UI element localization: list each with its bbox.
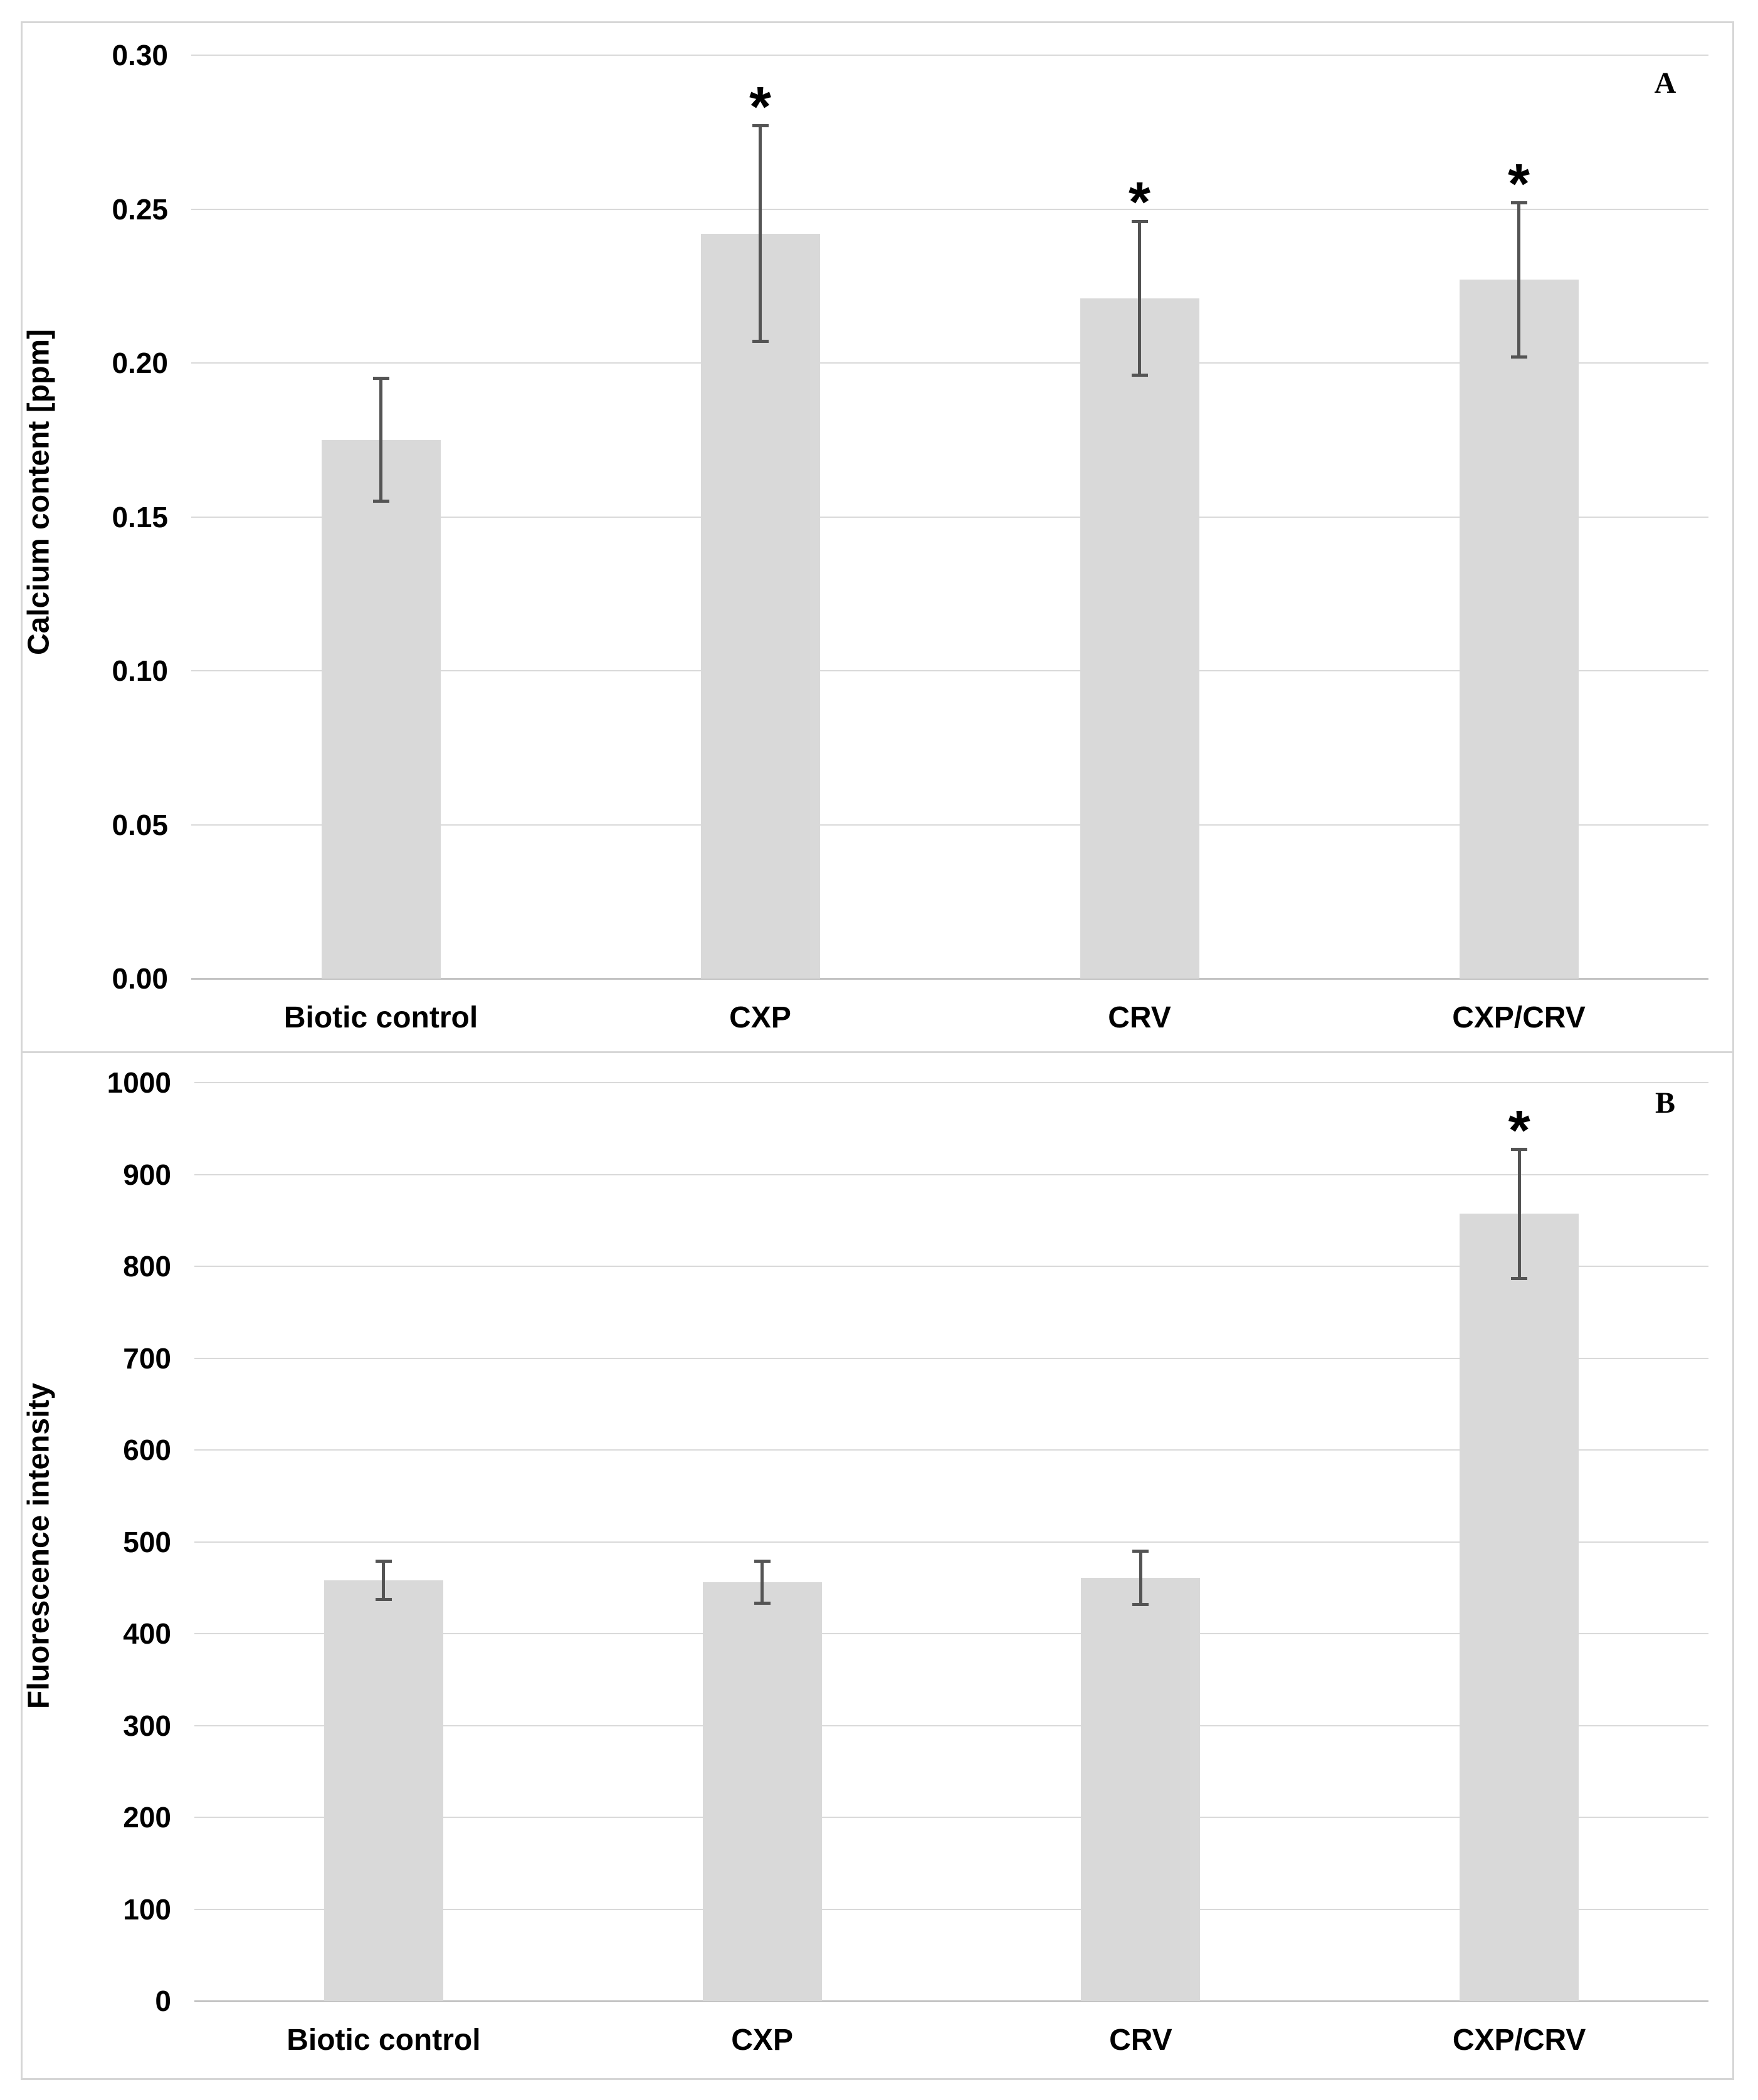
y-tick-label: 700 <box>123 1341 171 1375</box>
error-bar-cap <box>1510 201 1527 205</box>
gridline <box>194 1908 1708 1910</box>
gridline <box>191 516 1708 518</box>
y-tick-label: 0.25 <box>112 192 168 226</box>
error-bar-cap <box>372 500 389 503</box>
y-tick-label: 200 <box>123 1801 171 1834</box>
gridline <box>194 1266 1708 1267</box>
error-bar-cap <box>752 340 769 344</box>
y-tick-label: 800 <box>123 1250 171 1283</box>
y-tick-label: 0.20 <box>112 347 168 379</box>
error-bar <box>382 1561 386 1600</box>
y-tick-label: 0.00 <box>112 962 168 995</box>
y-tick-label: 400 <box>123 1617 171 1650</box>
gridline <box>194 1725 1708 1726</box>
x-label-cxp: CXP <box>731 2024 793 2057</box>
error-bar-cap <box>1511 1148 1528 1152</box>
panel-b-letter: B <box>1655 1086 1675 1120</box>
bar-crv <box>1081 1577 1201 2001</box>
gridline <box>194 1357 1708 1359</box>
significance-asterisk: * <box>1507 152 1530 216</box>
gridline <box>194 1449 1708 1451</box>
gridline <box>194 1082 1708 1083</box>
y-tick-label: 100 <box>123 1893 171 1926</box>
gridline <box>194 1173 1708 1175</box>
bar-cxp-crv <box>1459 280 1579 979</box>
y-tick-label: 0.30 <box>112 39 168 71</box>
x-axis-baseline <box>194 2000 1708 2002</box>
error-bar <box>761 1561 764 1604</box>
bar-cxp <box>700 233 820 979</box>
error-bar <box>1139 1551 1142 1605</box>
plot-area-b: 0 100 200 300 400 500 600 700 800 900 1000 Biotic c… <box>107 1066 1708 2057</box>
x-label-biotic-control: Biotic control <box>287 2024 481 2057</box>
y-tick-label: 600 <box>123 1434 171 1466</box>
bar-biotic-control <box>321 439 441 979</box>
error-bar-cap <box>1131 219 1148 223</box>
bar-crv <box>1080 298 1199 979</box>
gridline <box>191 208 1708 210</box>
y-tick-label: 300 <box>123 1709 171 1742</box>
error-bar <box>1517 202 1520 357</box>
panel-divider <box>23 1051 1732 1053</box>
gridline <box>191 362 1708 364</box>
error-bar-cap <box>372 377 389 381</box>
error-bar-cap <box>754 1602 771 1605</box>
gridline <box>191 55 1708 56</box>
panel-a-letter: A <box>1654 66 1676 100</box>
x-label-biotic-control: Biotic control <box>283 1001 478 1034</box>
gridline <box>194 1541 1708 1543</box>
error-bar-cap <box>1132 1549 1149 1553</box>
error-bar-cap <box>375 1559 392 1563</box>
bar-cxp-crv <box>1460 1214 1579 2001</box>
gridline <box>191 824 1708 826</box>
error-bar-cap <box>1510 355 1527 359</box>
bar-biotic-control <box>324 1580 443 2001</box>
figure-border: A Calcium content [ppm] 0.00 0.05 0.10 0.15… <box>21 21 1734 2080</box>
error-bar-cap <box>1132 1602 1149 1606</box>
error-bar-cap <box>1511 1276 1528 1280</box>
x-label-cxp-crv: CXP/CRV <box>1452 2024 1586 2057</box>
significance-asterisk: * <box>1508 1099 1530 1162</box>
error-bar-cap <box>754 1559 771 1563</box>
y-tick-label: 1000 <box>107 1066 171 1099</box>
error-bar <box>759 125 762 342</box>
y-tick-label: 500 <box>123 1525 171 1558</box>
bar-cxp <box>702 1582 822 2001</box>
gridline <box>191 670 1708 671</box>
error-bar <box>1138 221 1141 375</box>
y-tick-label: 0 <box>155 1985 171 2017</box>
error-bar-cap <box>1131 374 1148 377</box>
gridline <box>194 1633 1708 1634</box>
panel-a: A Calcium content [ppm] 0.00 0.05 0.10 0.15… <box>23 23 1732 1051</box>
plot-area-a: 0.00 0.05 0.10 0.15 0.20 0.25 0.30 Biotic contr… <box>112 39 1708 1034</box>
y-tick-label: 0.10 <box>112 654 168 687</box>
error-bar <box>1517 1149 1521 1279</box>
x-axis-baseline <box>191 978 1708 980</box>
y-tick-label: 0.15 <box>112 500 168 533</box>
x-label-cxp-crv: CXP/CRV <box>1452 1001 1586 1034</box>
error-bar <box>379 378 382 501</box>
significance-asterisk: * <box>1128 171 1151 234</box>
error-bar-cap <box>375 1598 392 1602</box>
significance-asterisk: * <box>749 75 772 139</box>
error-bar-cap <box>752 124 769 128</box>
x-label-crv: CRV <box>1109 2024 1172 2057</box>
panel-b: B Fluorescence intensity 0 100 200 300 400 50… <box>23 1053 1732 2078</box>
x-label-cxp: CXP <box>729 1001 791 1034</box>
gridline <box>194 1817 1708 1818</box>
y-tick-label: 0.05 <box>112 808 168 841</box>
y-tick-label: 900 <box>123 1158 171 1191</box>
x-label-crv: CRV <box>1108 1001 1171 1034</box>
